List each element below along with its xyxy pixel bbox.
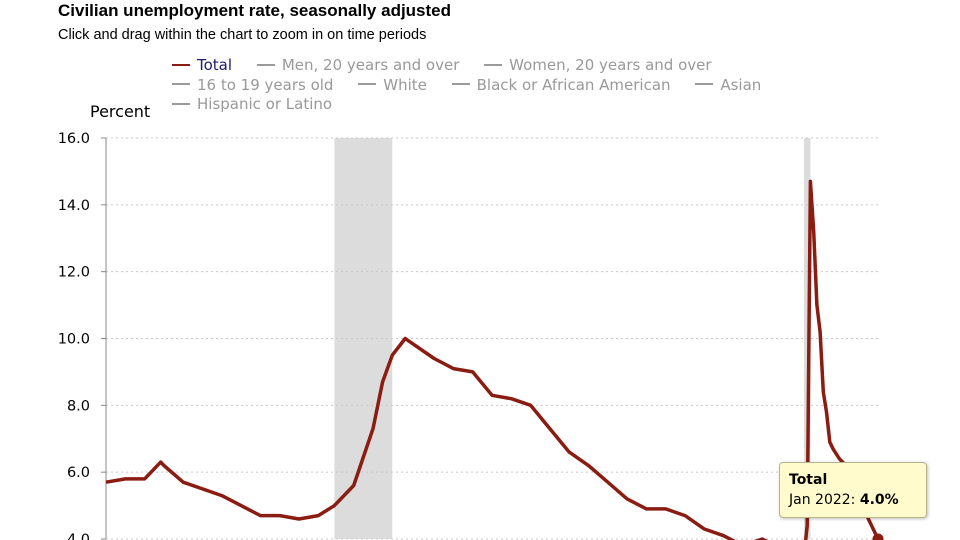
- tooltip-value: 4.0%: [859, 492, 899, 508]
- legend-swatch: [484, 63, 503, 66]
- y-tick-label: 8.0: [67, 398, 90, 414]
- legend-item-total[interactable]: Total: [172, 56, 232, 76]
- recession-band: [334, 138, 393, 539]
- tooltip-title: Total: [789, 472, 828, 488]
- legend-swatch: [358, 83, 377, 85]
- data-tooltip: Total Jan 2022: 4.0%: [779, 462, 927, 518]
- chart-subtitle: Click and drag within the chart to zoom …: [58, 27, 427, 43]
- legend-label: Asian: [720, 75, 762, 94]
- legend-row: Total Men, 20 years and over Women, 20 y…: [172, 56, 812, 76]
- y-axis-label: Percent: [90, 102, 151, 121]
- legend-swatch: [451, 83, 470, 85]
- legend-label: Hispanic or Latino: [197, 95, 333, 113]
- legend-swatch: [695, 83, 714, 85]
- legend-label: Men, 20 years and over: [281, 56, 460, 74]
- legend-label: 16 to 19 years old: [197, 75, 334, 94]
- tooltip-date: Jan 2022:: [789, 492, 856, 508]
- legend-row: 16 to 19 years old White Black or Africa…: [172, 76, 812, 96]
- legend-swatch: [256, 63, 275, 66]
- legend-label: Women, 20 years and over: [509, 56, 712, 74]
- legend: Total Men, 20 years and over Women, 20 y…: [172, 56, 812, 115]
- legend-swatch: [172, 63, 190, 66]
- legend-item-hispanic[interactable]: Hispanic or Latino: [172, 95, 332, 115]
- y-tick-label: 6.0: [67, 465, 90, 481]
- y-tick-label: 12.0: [58, 265, 90, 281]
- series-line-total: [105, 179, 880, 540]
- legend-item-black[interactable]: Black or African American: [451, 75, 671, 96]
- legend-item-asian[interactable]: Asian: [695, 76, 761, 96]
- y-tick-label: 4.0: [67, 532, 90, 540]
- legend-swatch: [172, 83, 190, 85]
- legend-item-men[interactable]: Men, 20 years and over: [256, 56, 460, 76]
- tooltip-line: Jan 2022: 4.0%: [789, 492, 926, 508]
- legend-label: Total: [197, 56, 233, 74]
- y-tick-label: 14.0: [58, 198, 90, 214]
- y-tick-label: 16.0: [58, 131, 90, 147]
- legend-row: Hispanic or Latino: [172, 95, 812, 115]
- legend-item-white[interactable]: White: [358, 76, 427, 96]
- legend-label: Black or African American: [476, 75, 671, 94]
- chart-title: Civilian unemployment rate, seasonally a…: [58, 1, 452, 20]
- y-tick-label: 10.0: [58, 332, 90, 348]
- legend-label: White: [383, 75, 427, 94]
- legend-swatch: [172, 102, 190, 105]
- highlighted-point: [872, 533, 884, 540]
- legend-item-teens[interactable]: 16 to 19 years old: [172, 76, 333, 96]
- legend-item-women[interactable]: Women, 20 years and over: [484, 56, 712, 76]
